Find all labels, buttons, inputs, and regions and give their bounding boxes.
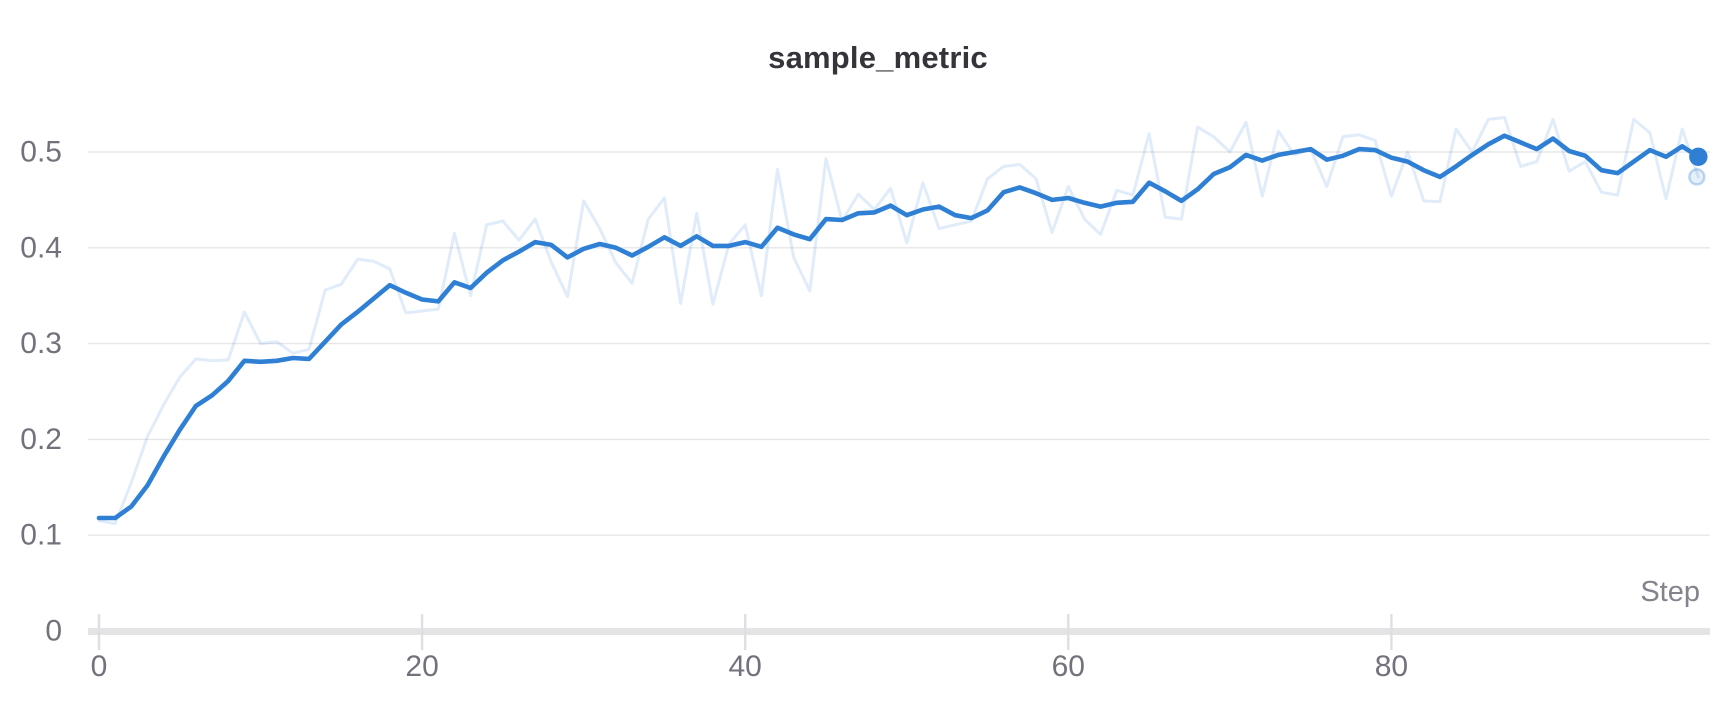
x-tick-label: 40 bbox=[729, 650, 762, 683]
x-tick-label: 0 bbox=[91, 650, 108, 683]
gridlines bbox=[88, 151, 1710, 536]
y-tick-label: 0.2 bbox=[20, 423, 62, 456]
x-axis-title: Step bbox=[1640, 576, 1700, 608]
x-tick-label: 80 bbox=[1375, 650, 1408, 683]
x-axis bbox=[88, 614, 1710, 650]
y-tick-label: 0.5 bbox=[20, 136, 62, 169]
y-tick-label: 0.3 bbox=[20, 327, 62, 360]
raw-final-point-marker bbox=[1688, 168, 1706, 186]
smoothed-final-point-marker bbox=[1689, 147, 1708, 166]
data-series bbox=[96, 116, 1708, 526]
axis-labels: 0 0.1 0.2 0.3 0.4 0.5 0 20 40 60 80 Step bbox=[20, 136, 1700, 684]
x-tick-label: 60 bbox=[1052, 650, 1085, 683]
raw-line bbox=[97, 116, 1700, 526]
smoothed-line bbox=[96, 133, 1701, 521]
chart-title: sample_metric bbox=[768, 40, 988, 75]
y-tick-label: 0.1 bbox=[20, 519, 62, 552]
y-tick-label: 0.4 bbox=[20, 231, 62, 264]
x-tick-label: 20 bbox=[405, 650, 438, 683]
y-tick-label: 0 bbox=[45, 615, 62, 648]
x-axis-baseline bbox=[88, 628, 1710, 635]
